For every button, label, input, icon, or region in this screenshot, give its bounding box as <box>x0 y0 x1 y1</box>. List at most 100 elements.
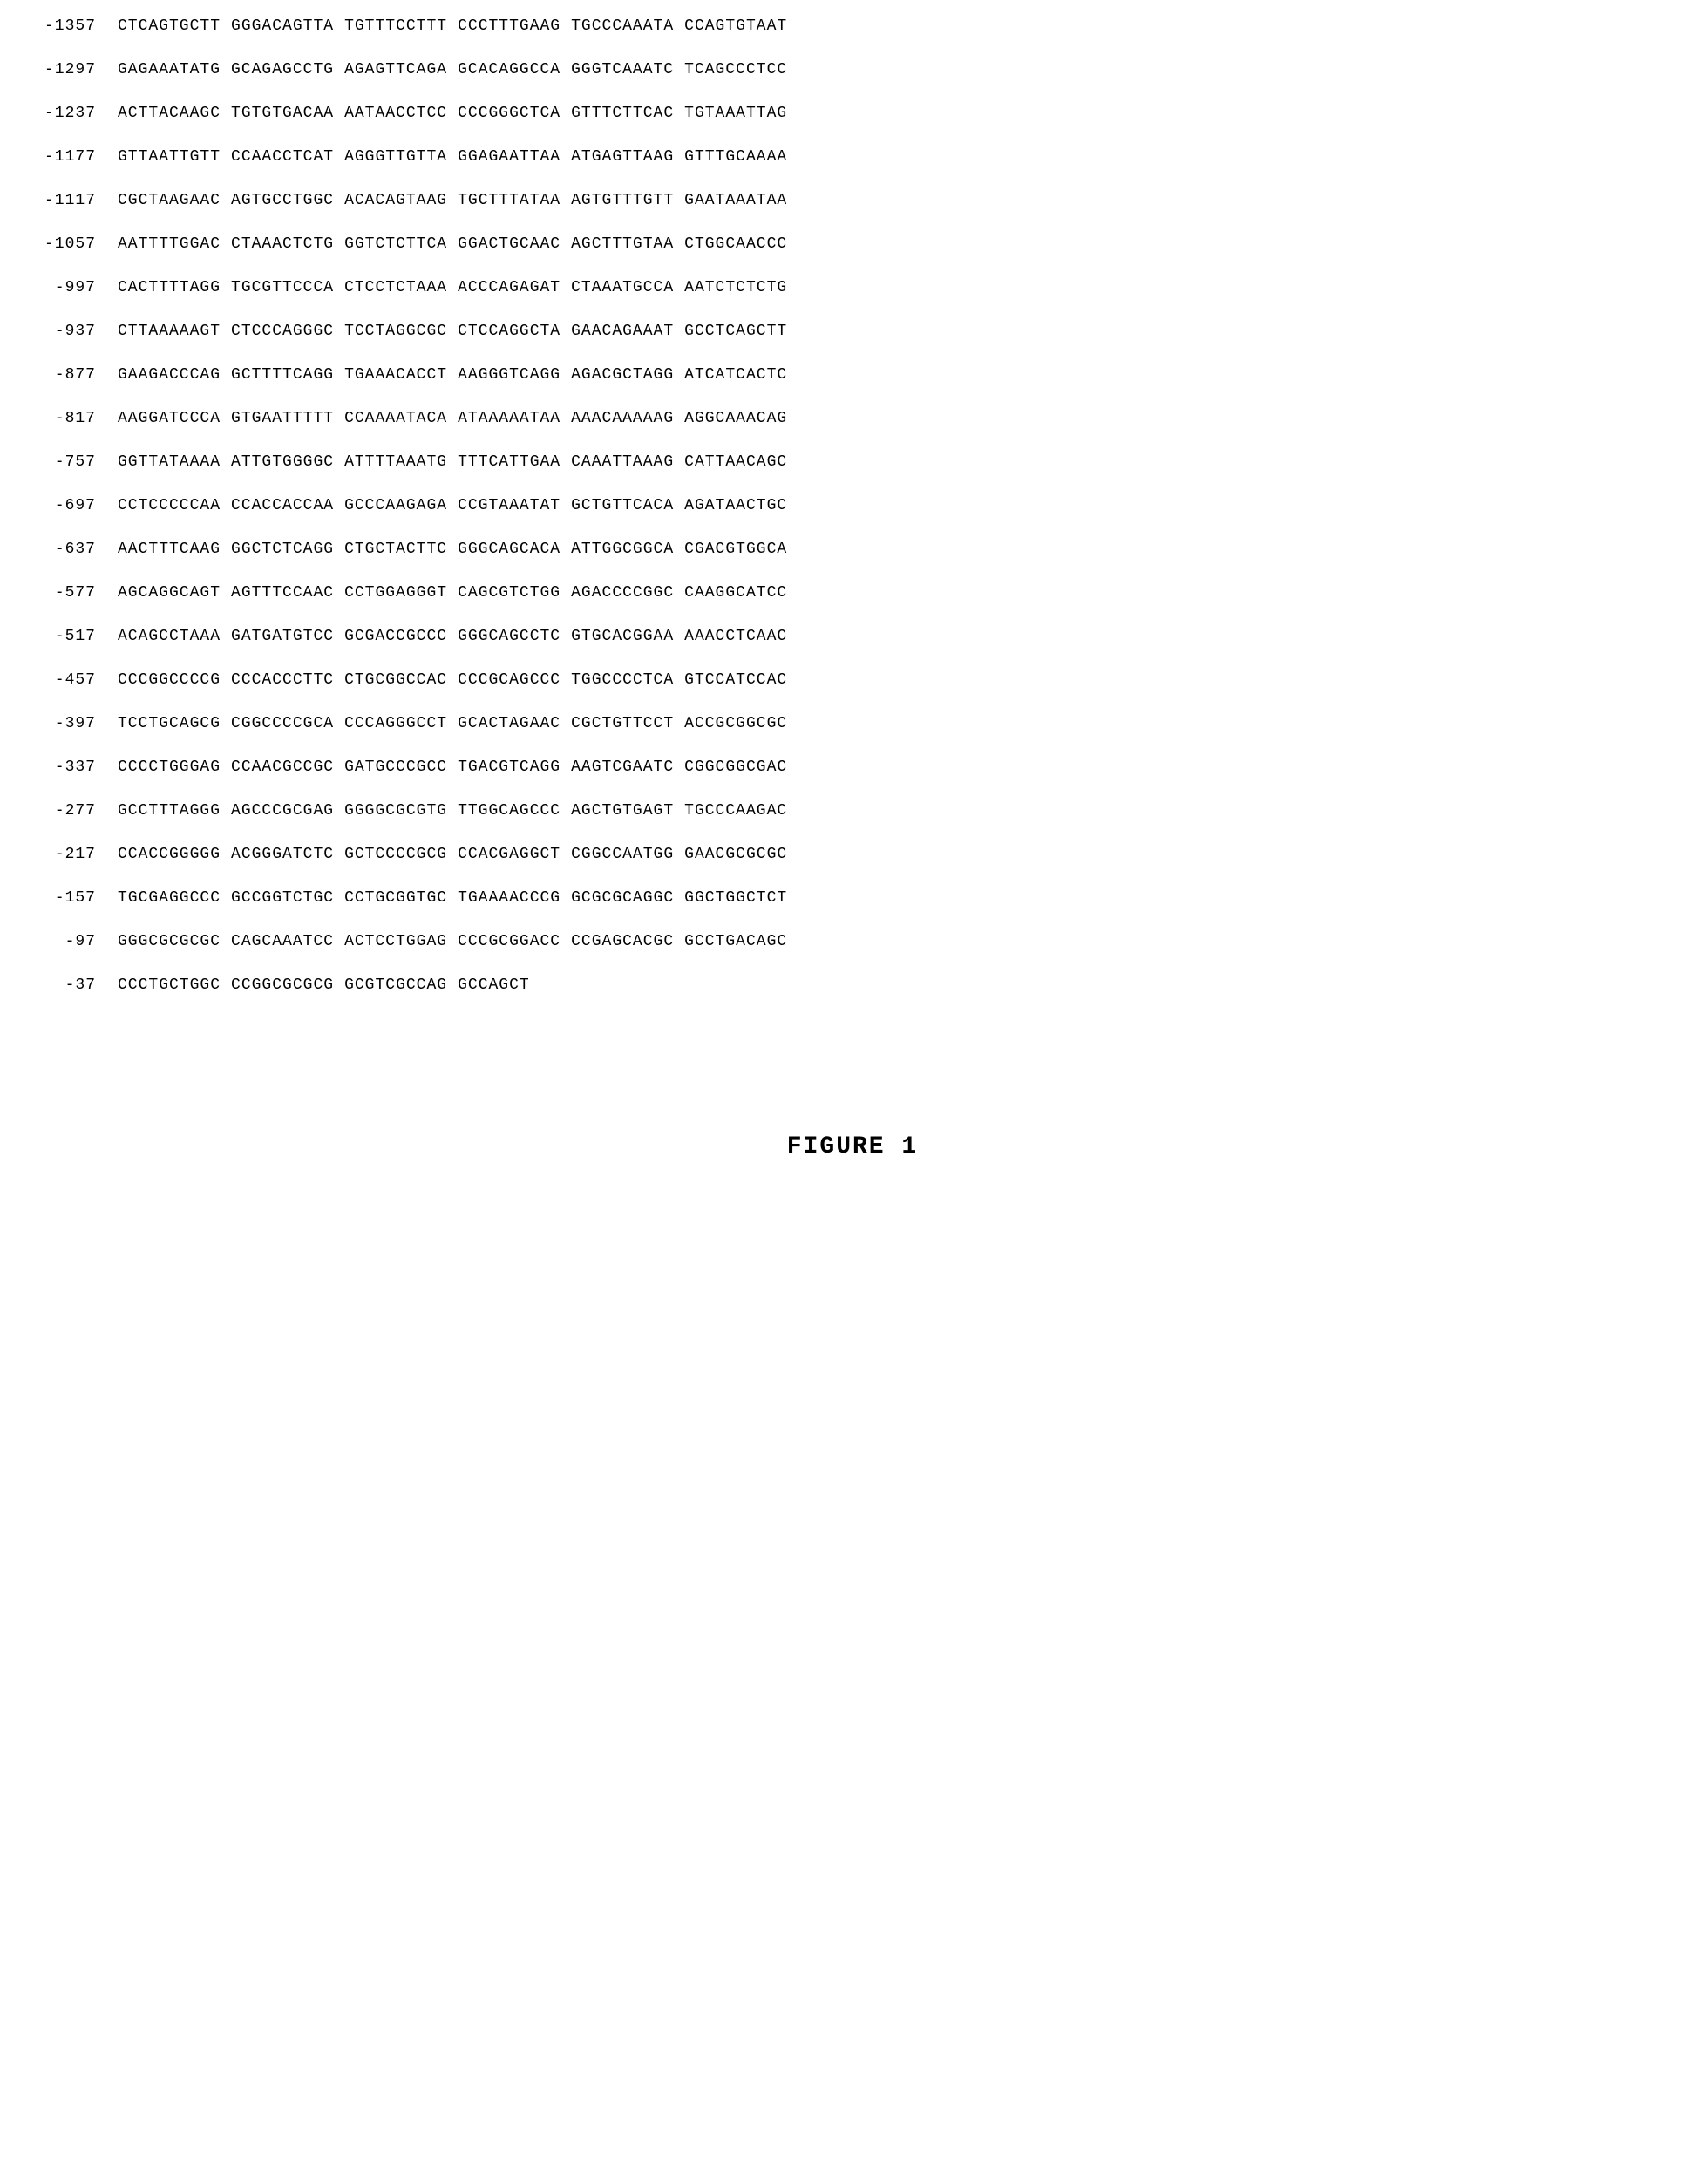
sequence-segment: GCAGAGCCTG <box>231 61 334 78</box>
sequence-segment: GCCGGTCTGC <box>231 889 334 907</box>
segments-group: CCACCGGGGGACGGGATCTCGCTCCCCGCGCCACGAGGCT… <box>118 846 787 863</box>
sequence-segment: CAAGGCATCC <box>684 584 787 602</box>
sequence-segment: GCGTCGCCAG <box>344 976 447 994</box>
sequence-segment: CTAAATGCCA <box>571 279 674 296</box>
sequence-segment: AGGCAAACAG <box>684 410 787 427</box>
sequence-row: -1237ACTTACAAGCTGTGTGACAAAATAACCTCCCCCGG… <box>26 105 1679 122</box>
sequence-segment: GAGAAATATG <box>118 61 221 78</box>
sequence-segment: ATTTTAAATG <box>344 453 447 471</box>
sequence-segment: CCTCCCCCAA <box>118 497 221 514</box>
sequence-segment: CCAGTGTAAT <box>684 17 787 35</box>
segments-group: GGTTATAAAAATTGTGGGGCATTTTAAATGTTTCATTGAA… <box>118 453 787 471</box>
sequence-segment: TCCTGCAGCG <box>118 715 221 732</box>
sequence-segment: AATAACCTCC <box>344 105 447 122</box>
sequence-row: -1117CGCTAAGAACAGTGCCTGGCACACAGTAAGTGCTT… <box>26 192 1679 209</box>
segments-group: AGCAGGCAGTAGTTTCCAACCCTGGAGGGTCAGCGTCTGG… <box>118 584 787 602</box>
sequence-segment: AGTTTCCAAC <box>231 584 334 602</box>
segments-group: CCCTGCTGGCCCGGCGCGCGGCGTCGCCAGGCCAGCT <box>118 976 530 994</box>
sequence-segment: GTTTGCAAAA <box>684 148 787 166</box>
sequence-segment: GTGAATTTTT <box>231 410 334 427</box>
segments-group: CCTCCCCCAACCACCACCAAGCCCAAGAGACCGTAAATAT… <box>118 497 787 514</box>
position-label: -817 <box>26 410 118 427</box>
position-label: -277 <box>26 802 118 820</box>
sequence-segment: CCGAGCACGC <box>571 933 674 950</box>
sequence-segment: GCTTTTCAGG <box>231 366 334 384</box>
segments-group: TCCTGCAGCGCGGCCCCGCACCCAGGGCCTGCACTAGAAC… <box>118 715 787 732</box>
sequence-row: -397TCCTGCAGCGCGGCCCCGCACCCAGGGCCTGCACTA… <box>26 715 1679 732</box>
sequence-segment: TTTCATTGAA <box>458 453 560 471</box>
sequence-segment: TGCCCAAATA <box>571 17 674 35</box>
sequence-segment: CGGCCAATGG <box>571 846 674 863</box>
sequence-segment: GCACTAGAAC <box>458 715 560 732</box>
sequence-row: -937CTTAAAAAGTCTCCCAGGGCTCCTAGGCGCCTCCAG… <box>26 323 1679 340</box>
sequence-segment: CCCGCAGCCC <box>458 671 560 689</box>
sequence-segment: GAATAAATAA <box>684 192 787 209</box>
sequence-segment: CTGCGGCCAC <box>344 671 447 689</box>
sequence-segment: GAACGCGCGC <box>684 846 787 863</box>
sequence-segment: GCCCAAGAGA <box>344 497 447 514</box>
sequence-segment: AAGGATCCCA <box>118 410 221 427</box>
segments-group: ACAGCCTAAAGATGATGTCCGCGACCGCCCGGGCAGCCTC… <box>118 628 787 645</box>
sequence-segment: AAGTCGAATC <box>571 759 674 776</box>
sequence-segment: GCACAGGCCA <box>458 61 560 78</box>
position-label: -637 <box>26 541 118 558</box>
sequence-segment: CATTAACAGC <box>684 453 787 471</box>
sequence-row: -577AGCAGGCAGTAGTTTCCAACCCTGGAGGGTCAGCGT… <box>26 584 1679 602</box>
sequence-segment: CTCCAGGCTA <box>458 323 560 340</box>
sequence-segment: GAAGACCCAG <box>118 366 221 384</box>
sequence-segment: AAGGGTCAGG <box>458 366 560 384</box>
sequence-segment: AGCTGTGAGT <box>571 802 674 820</box>
sequence-segment: GCTGTTCACA <box>571 497 674 514</box>
position-label: -457 <box>26 671 118 689</box>
position-label: -877 <box>26 366 118 384</box>
sequence-segment: CCACGAGGCT <box>458 846 560 863</box>
sequence-segment: GGGACAGTTA <box>231 17 334 35</box>
sequence-segment: CACTTTTAGG <box>118 279 221 296</box>
sequence-row: -877GAAGACCCAGGCTTTTCAGGTGAAACACCTAAGGGT… <box>26 366 1679 384</box>
sequence-segment: CTCAGTGCTT <box>118 17 221 35</box>
sequence-segment: TCCTAGGCGC <box>344 323 447 340</box>
sequence-segment: ATTGTGGGGC <box>231 453 334 471</box>
sequence-segment: CTCCCAGGGC <box>231 323 334 340</box>
sequence-segment: GGAGAATTAA <box>458 148 560 166</box>
sequence-segment: GGTCTCTTCA <box>344 235 447 253</box>
position-label: -217 <box>26 846 118 863</box>
segments-group: GAGAAATATGGCAGAGCCTGAGAGTTCAGAGCACAGGCCA… <box>118 61 787 78</box>
sequence-segment: GTTAATTGTT <box>118 148 221 166</box>
position-label: -517 <box>26 628 118 645</box>
sequence-segment: CCCGCGGACC <box>458 933 560 950</box>
position-label: -697 <box>26 497 118 514</box>
position-label: -1117 <box>26 192 118 209</box>
segments-group: AACTTTCAAGGGCTCTCAGGCTGCTACTTCGGGCAGCACA… <box>118 541 787 558</box>
position-label: -997 <box>26 279 118 296</box>
segments-group: CACTTTTAGGTGCGTTCCCACTCCTCTAAAACCCAGAGAT… <box>118 279 787 296</box>
sequence-segment: CTGCTACTTC <box>344 541 447 558</box>
sequence-segment: CAGCAAATCC <box>231 933 334 950</box>
position-label: -1057 <box>26 235 118 253</box>
sequence-segment: AACTTTCAAG <box>118 541 221 558</box>
sequence-segment: CCAAAATACA <box>344 410 447 427</box>
sequence-segment: CTGGCAACCC <box>684 235 787 253</box>
segments-group: GCCTTTAGGGAGCCCGCGAGGGGGCGCGTGTTGGCAGCCC… <box>118 802 787 820</box>
sequence-segment: AGATAACTGC <box>684 497 787 514</box>
sequence-segment: TGTTTCCTTT <box>344 17 447 35</box>
sequence-segment: CCAACGCCGC <box>231 759 334 776</box>
position-label: -937 <box>26 323 118 340</box>
sequence-segment: AGTGTTTGTT <box>571 192 674 209</box>
sequence-segment: GCCTGACAGC <box>684 933 787 950</box>
sequence-segment: GCCAGCT <box>458 976 530 994</box>
sequence-row: -757GGTTATAAAAATTGTGGGGCATTTTAAATGTTTCAT… <box>26 453 1679 471</box>
figure-label: FIGURE 1 <box>26 1133 1679 1160</box>
sequence-segment: CCCACCCTTC <box>231 671 334 689</box>
segments-group: AAGGATCCCAGTGAATTTTTCCAAAATACAATAAAAATAA… <box>118 410 787 427</box>
sequence-segment: ATGAGTTAAG <box>571 148 674 166</box>
sequence-segment: TGCGAGGCCC <box>118 889 221 907</box>
sequence-segment: CAGCGTCTGG <box>458 584 560 602</box>
segments-group: GAAGACCCAGGCTTTTCAGGTGAAACACCTAAGGGTCAGG… <box>118 366 787 384</box>
sequence-row: -157TGCGAGGCCCGCCGGTCTGCCCTGCGGTGCTGAAAA… <box>26 889 1679 907</box>
sequence-segment: GCCTCAGCTT <box>684 323 787 340</box>
sequence-segment: GCTCCCCGCG <box>344 846 447 863</box>
segments-group: ACTTACAAGCTGTGTGACAAAATAACCTCCCCCGGGCTCA… <box>118 105 787 122</box>
sequence-row: -277GCCTTTAGGGAGCCCGCGAGGGGGCGCGTGTTGGCA… <box>26 802 1679 820</box>
sequence-segment: ACACAGTAAG <box>344 192 447 209</box>
